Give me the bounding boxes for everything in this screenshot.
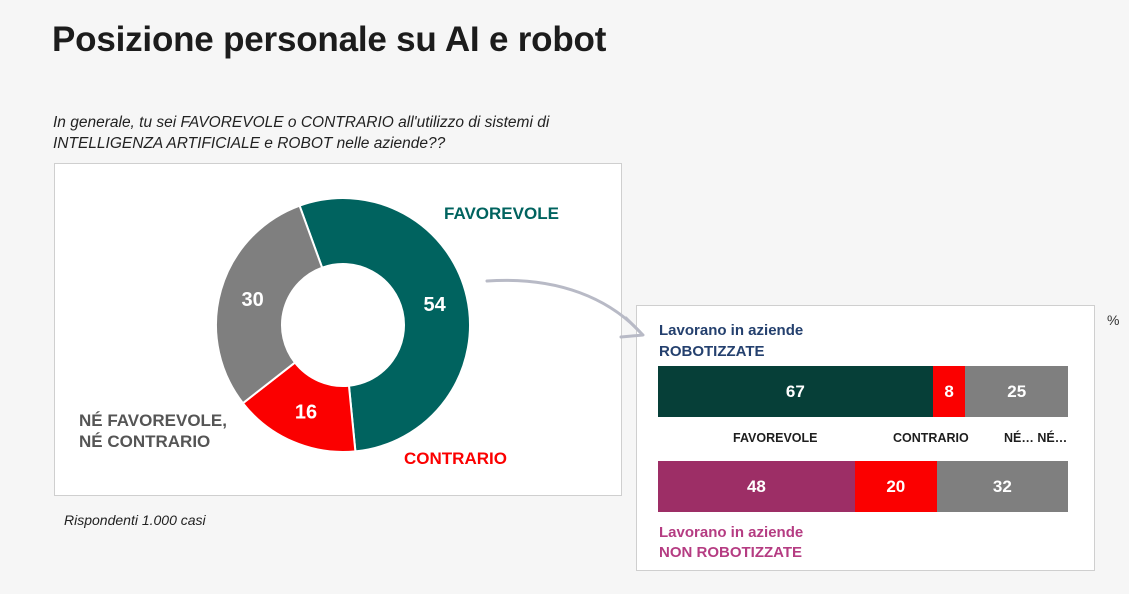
bar-value-label: 8 <box>944 381 954 401</box>
donut-label-favorevole: FAVOREVOLE <box>444 204 559 223</box>
bar-segment-favorevole: 48 <box>658 461 855 512</box>
bar-value-label: 67 <box>785 381 805 401</box>
donut-value-neutral: 30 <box>242 289 264 311</box>
bar-robotized: 67 8 25 <box>658 366 1068 417</box>
bar-segment-neutral: 25 <box>965 366 1068 417</box>
category-label-contrario: CONTRARIO <box>893 431 969 445</box>
page-title: Posizione personale su AI e robot <box>52 20 607 59</box>
category-label-favorevole: FAVOREVOLE <box>733 431 818 445</box>
donut-label-contrario: CONTRARIO <box>404 449 507 468</box>
donut-value-favorevole: 54 <box>424 294 447 316</box>
bar-value-label: 25 <box>1007 381 1027 401</box>
survey-question: In generale, tu sei FAVOREVOLE o CONTRAR… <box>53 114 550 152</box>
group-non-robotized-line1: Lavorano in aziende <box>659 524 804 541</box>
donut-slice-favorevole <box>298 197 471 453</box>
group-non-robotized-line2: NON ROBOTIZZATE <box>659 544 803 561</box>
bar-value-label: 20 <box>886 476 906 496</box>
bar-value-label: 32 <box>992 476 1012 496</box>
bar-segment-neutral: 32 <box>936 461 1068 512</box>
bar-segment-contrario: 8 <box>932 366 966 417</box>
donut-value-contrario: 16 <box>295 401 317 423</box>
bar-card <box>636 305 1095 571</box>
sample-note: Rispondenti 1.000 casi <box>64 512 206 528</box>
group-robotized-line1: Lavorano in aziende <box>659 322 804 339</box>
category-label-neutral: NÉ… NÉ… <box>1004 431 1068 445</box>
bar-value-label: 48 <box>746 476 766 496</box>
bar-segment-favorevole: 67 <box>658 366 933 417</box>
donut-label-neutral-line2: NÉ CONTRARIO <box>79 432 211 451</box>
bar-segment-contrario: 20 <box>854 461 937 512</box>
unit-label: % <box>1107 312 1120 328</box>
donut-label-neutral-line1: NÉ FAVOREVOLE, <box>79 411 227 430</box>
bar-non-robotized: 48 20 32 <box>658 461 1068 512</box>
donut-slice-neutral <box>215 204 324 405</box>
group-robotized-line2: ROBOTIZZATE <box>659 343 765 360</box>
